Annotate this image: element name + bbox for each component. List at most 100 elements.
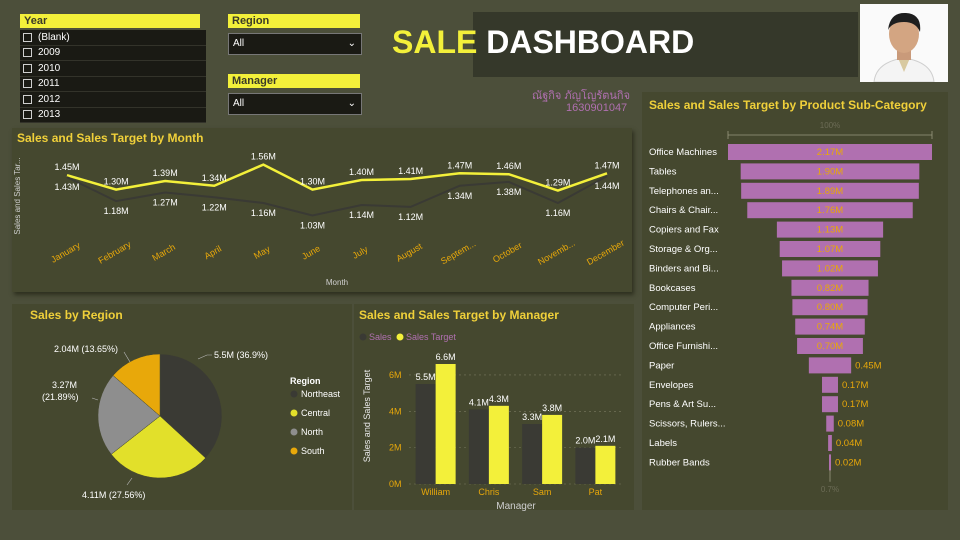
- target-data-label: 1.47M: [594, 160, 619, 170]
- year-option[interactable]: 2013: [20, 107, 206, 123]
- sales-data-label: 1.16M: [251, 208, 276, 218]
- x-tick-label: Sam: [533, 487, 552, 497]
- funnel-category-label: Computer Peri...: [649, 302, 718, 313]
- year-option-label: (Blank): [38, 31, 70, 43]
- pie-legend-title: Region: [290, 376, 321, 386]
- checkbox-icon[interactable]: [23, 63, 32, 73]
- sales-series-line: [66, 175, 608, 217]
- month-tick-label: Septem...: [439, 238, 477, 266]
- region-pie-chart: 5.5M (36.9%) 4.11M (27.56%) 3.27M (21.89%) 2…: [42, 344, 341, 500]
- legend-dot: [290, 390, 298, 398]
- person-icon: [860, 4, 948, 83]
- year-option[interactable]: 2009: [20, 45, 206, 61]
- target-series-line: [66, 163, 608, 192]
- manager-y-axis-label: Sales and Sales Target: [362, 369, 372, 462]
- funnel-bar: [747, 202, 913, 219]
- x-tick-label: William: [421, 487, 450, 497]
- sales-data-label: 1.22M: [202, 202, 227, 212]
- year-option[interactable]: 2010: [20, 61, 206, 77]
- manager-chart-title: Sales and Sales Target by Manager: [359, 308, 559, 322]
- sales-data-label: 1.27M: [153, 197, 178, 207]
- pie-slice-south: [112, 353, 161, 417]
- pie-legend-label: North: [301, 427, 323, 437]
- subcategory-funnel-chart: 100% Office Machines 2.17M Tables 1.90M Telep…: [649, 121, 933, 494]
- region-dropdown[interactable]: All ⌄: [228, 33, 362, 55]
- target-bar: [435, 364, 456, 484]
- target-data-label: 1.46M: [496, 161, 521, 171]
- target-data-label: 1.39M: [153, 168, 178, 178]
- target-bar-label: 4.3M: [489, 394, 509, 404]
- checkbox-icon[interactable]: [23, 94, 32, 104]
- funnel-value-label: 1.13M: [817, 225, 843, 236]
- funnel-bar: [779, 241, 881, 257]
- target-data-label: 1.30M: [300, 177, 325, 187]
- checkbox-icon[interactable]: [23, 48, 32, 58]
- funnel-category-label: Binders and Bi...: [649, 263, 719, 274]
- year-option-label: 2012: [38, 93, 61, 105]
- target-data-label: 1.30M: [104, 177, 129, 187]
- funnel-bar: [795, 318, 865, 335]
- sales-data-label: 1.16M: [545, 208, 570, 218]
- pie-label-northeast: 5.5M (36.9%): [214, 350, 268, 360]
- pie-slice-central: [110, 415, 206, 479]
- funnel-value-label: 1.76M: [817, 205, 843, 216]
- funnel-bar: [828, 435, 832, 451]
- funnel-bar: [740, 163, 920, 180]
- sales-bar: [522, 424, 543, 484]
- funnel-bar: [728, 144, 932, 160]
- funnel-bar: [776, 221, 884, 238]
- funnel-value-label: 0.70M: [817, 341, 843, 352]
- funnel-category-label: Telephones an...: [649, 186, 719, 197]
- chevron-down-icon: ⌄: [347, 98, 356, 109]
- sales-bar-label: 2.0M: [575, 436, 595, 446]
- year-option[interactable]: (Blank): [20, 30, 206, 46]
- funnel-bar: [792, 299, 868, 316]
- manager-dropdown[interactable]: All ⌄: [228, 93, 362, 115]
- pie-slice-northeast: [159, 353, 223, 459]
- target-data-label: 1.34M: [202, 173, 227, 183]
- year-option[interactable]: 2012: [20, 92, 206, 108]
- year-option-label: 2009: [38, 47, 61, 59]
- y-tick-label: 0M: [389, 479, 402, 489]
- pie-leader-line: [126, 477, 133, 486]
- sales-data-label: 1.43M: [54, 182, 79, 192]
- pie-label-south: 2.04M (13.65%): [54, 344, 118, 354]
- pie-leader-line: [91, 397, 99, 401]
- funnel-top-label: 100%: [820, 121, 840, 130]
- month-tick-label: July: [351, 244, 370, 261]
- funnel-category-label: Office Machines: [649, 147, 717, 158]
- page-title-part2: DASHBOARD: [486, 24, 695, 60]
- funnel-bar: [808, 357, 852, 374]
- funnel-value-label: 1.02M: [817, 263, 843, 274]
- y-tick-label: 4M: [389, 406, 402, 416]
- funnel-value-label: 0.82M: [817, 283, 843, 294]
- sales-bar: [575, 447, 596, 484]
- pie-legend-label: Northeast: [301, 389, 341, 399]
- year-option-label: 2013: [38, 109, 61, 121]
- funnel-bar: [782, 260, 878, 277]
- funnel-value-label: 1.89M: [817, 186, 843, 197]
- funnel-value-label: 0.45M: [855, 360, 881, 371]
- author-id: 1630901047: [566, 102, 628, 114]
- checkbox-icon[interactable]: [23, 32, 32, 42]
- pie-label-north: (21.89%): [42, 392, 79, 402]
- funnel-bar: [741, 182, 919, 199]
- funnel-value-label: 0.08M: [838, 419, 864, 430]
- checkbox-icon[interactable]: [23, 110, 32, 120]
- x-tick-label: Chris: [478, 487, 500, 497]
- sales-bar-label: 3.3M: [522, 412, 542, 422]
- subcategory-chart-title: Sales and Sales Target by Product Sub-Ca…: [649, 98, 927, 112]
- target-data-label: 1.41M: [398, 166, 423, 176]
- year-option[interactable]: 2011: [20, 76, 206, 92]
- year-slicer-list: (Blank) 2009 2010 2011 2012 2013: [20, 30, 206, 123]
- checkbox-icon[interactable]: [23, 79, 32, 89]
- month-chart-panel: [12, 128, 632, 292]
- funnel-category-label: Paper: [649, 360, 674, 371]
- funnel-category-label: Bookcases: [649, 283, 696, 294]
- funnel-bar: [791, 279, 869, 296]
- funnel-category-label: Scissors, Rulers...: [649, 419, 726, 430]
- year-option-label: 2010: [38, 62, 61, 74]
- funnel-category-label: Envelopes: [649, 380, 694, 391]
- region-chart-title: Sales by Region: [30, 308, 123, 322]
- page-title: SALE DASHBOARD: [392, 24, 694, 61]
